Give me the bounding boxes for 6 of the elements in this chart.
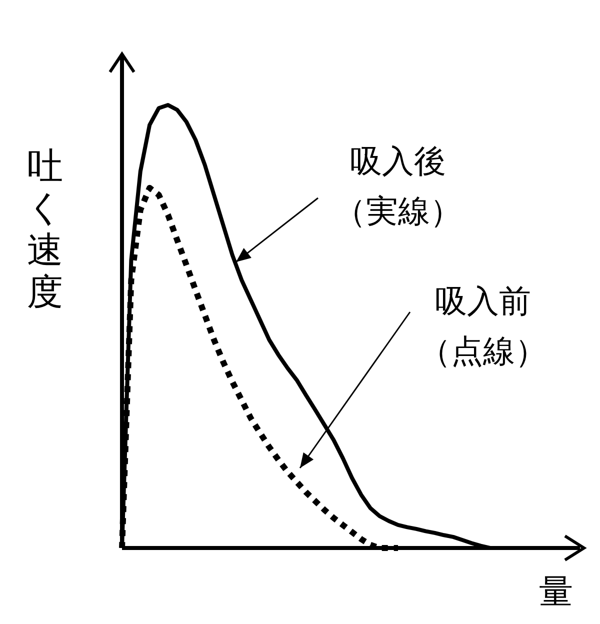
y-axis-title: 吐く速度 xyxy=(26,146,64,313)
annotation: （点線） xyxy=(419,332,547,370)
x-axis-title: 量 xyxy=(539,572,573,612)
annotation: 吸入前 xyxy=(435,282,531,320)
annotation: （実線） xyxy=(334,192,462,230)
annotation: 吸入後 xyxy=(350,142,446,180)
